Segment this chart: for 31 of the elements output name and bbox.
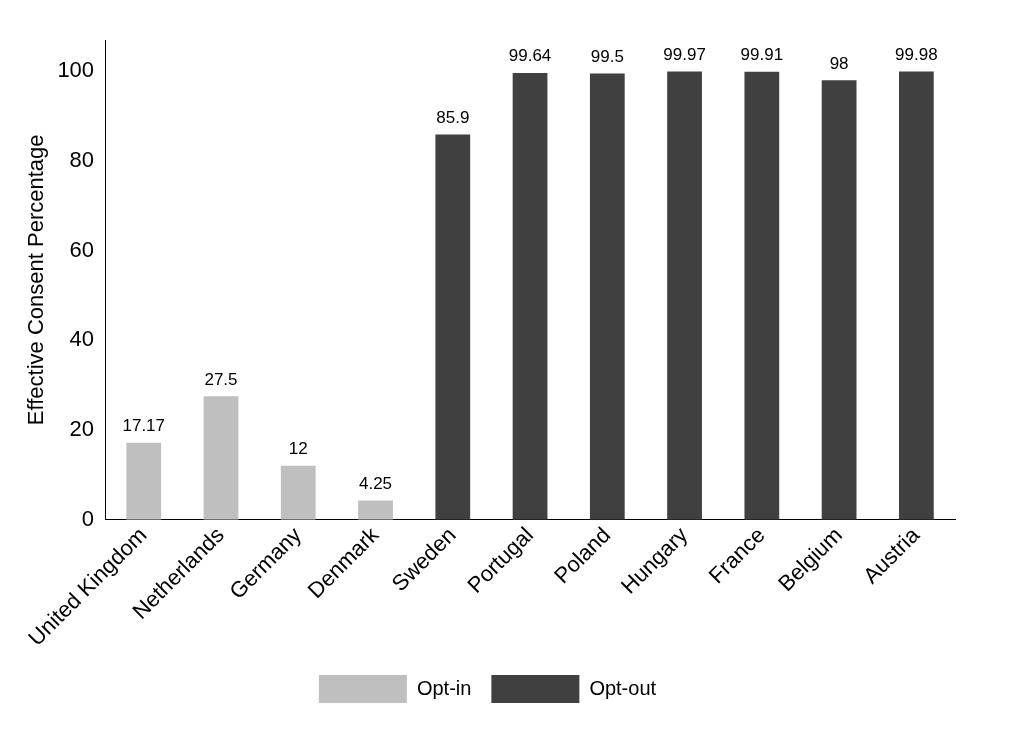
bar (512, 72, 548, 520)
y-tick-label: 80 (69, 147, 95, 173)
data-label: 85.9 (436, 107, 470, 127)
bar (589, 73, 625, 520)
bar (435, 134, 471, 520)
bar (203, 396, 239, 520)
bar (898, 71, 934, 520)
legend-label: Opt-in (416, 676, 472, 699)
bar (126, 442, 162, 520)
bar (280, 465, 316, 520)
bar (821, 80, 857, 520)
y-tick-label: 40 (69, 326, 95, 352)
legend-label: Opt-out (589, 676, 657, 699)
data-label: 99.98 (895, 44, 938, 64)
data-label: 99.5 (590, 46, 624, 66)
data-label: 27.5 (204, 369, 238, 389)
y-axis-title: Effective Consent Percentage (23, 134, 49, 426)
bar (667, 71, 702, 520)
y-tick-label: 60 (69, 236, 95, 262)
bar (744, 71, 780, 520)
data-label: 99.91 (740, 44, 784, 64)
y-tick-label: 0 (81, 505, 95, 531)
data-label: 4.25 (358, 473, 393, 493)
data-label: 99.64 (508, 46, 552, 66)
data-label: 17.17 (122, 415, 166, 435)
data-label: 99.97 (663, 44, 706, 64)
y-tick-label: 20 (69, 416, 95, 442)
y-tick-label: 100 (57, 57, 95, 83)
data-label: 12 (288, 439, 308, 459)
bar (358, 500, 393, 520)
data-label: 98 (829, 53, 849, 73)
